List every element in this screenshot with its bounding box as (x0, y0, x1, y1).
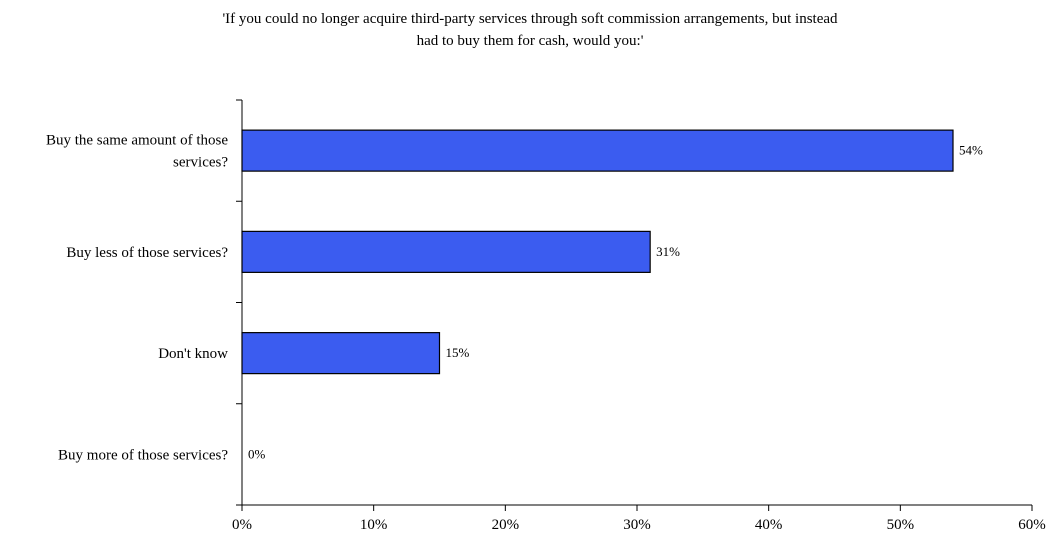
chart-title-line-1: 'If you could no longer acquire third-pa… (222, 11, 838, 27)
chart-title: 'If you could no longer acquire third-pa… (140, 8, 920, 52)
x-tick-label: 40% (755, 517, 783, 533)
category-label: Buy less of those services? (66, 245, 228, 261)
x-tick-label: 20% (492, 517, 520, 533)
plot-area: 0% 10% 20% 30% 40% 50% 60% 54% Buy the same amou… (46, 99, 1046, 533)
data-label: 54% (959, 143, 983, 158)
x-tick-label: 50% (887, 517, 915, 533)
x-tick-label: 30% (623, 517, 651, 533)
category-label: Don't know (158, 346, 228, 362)
data-label: 31% (656, 244, 680, 259)
data-label: 0% (248, 446, 266, 461)
bar (241, 230, 651, 273)
x-tick-label: 0% (232, 517, 252, 533)
category-label: Buy the same amount of those (46, 133, 228, 149)
data-label: 15% (446, 345, 470, 360)
chart-title-line-2: had to buy them for cash, would you:' (416, 33, 644, 49)
bar (241, 332, 441, 375)
category-label: services? (173, 155, 228, 171)
x-tick-label: 10% (360, 517, 388, 533)
x-tick-label: 60% (1018, 517, 1046, 533)
category-label: Buy more of those services? (58, 447, 228, 463)
bar (241, 129, 954, 172)
